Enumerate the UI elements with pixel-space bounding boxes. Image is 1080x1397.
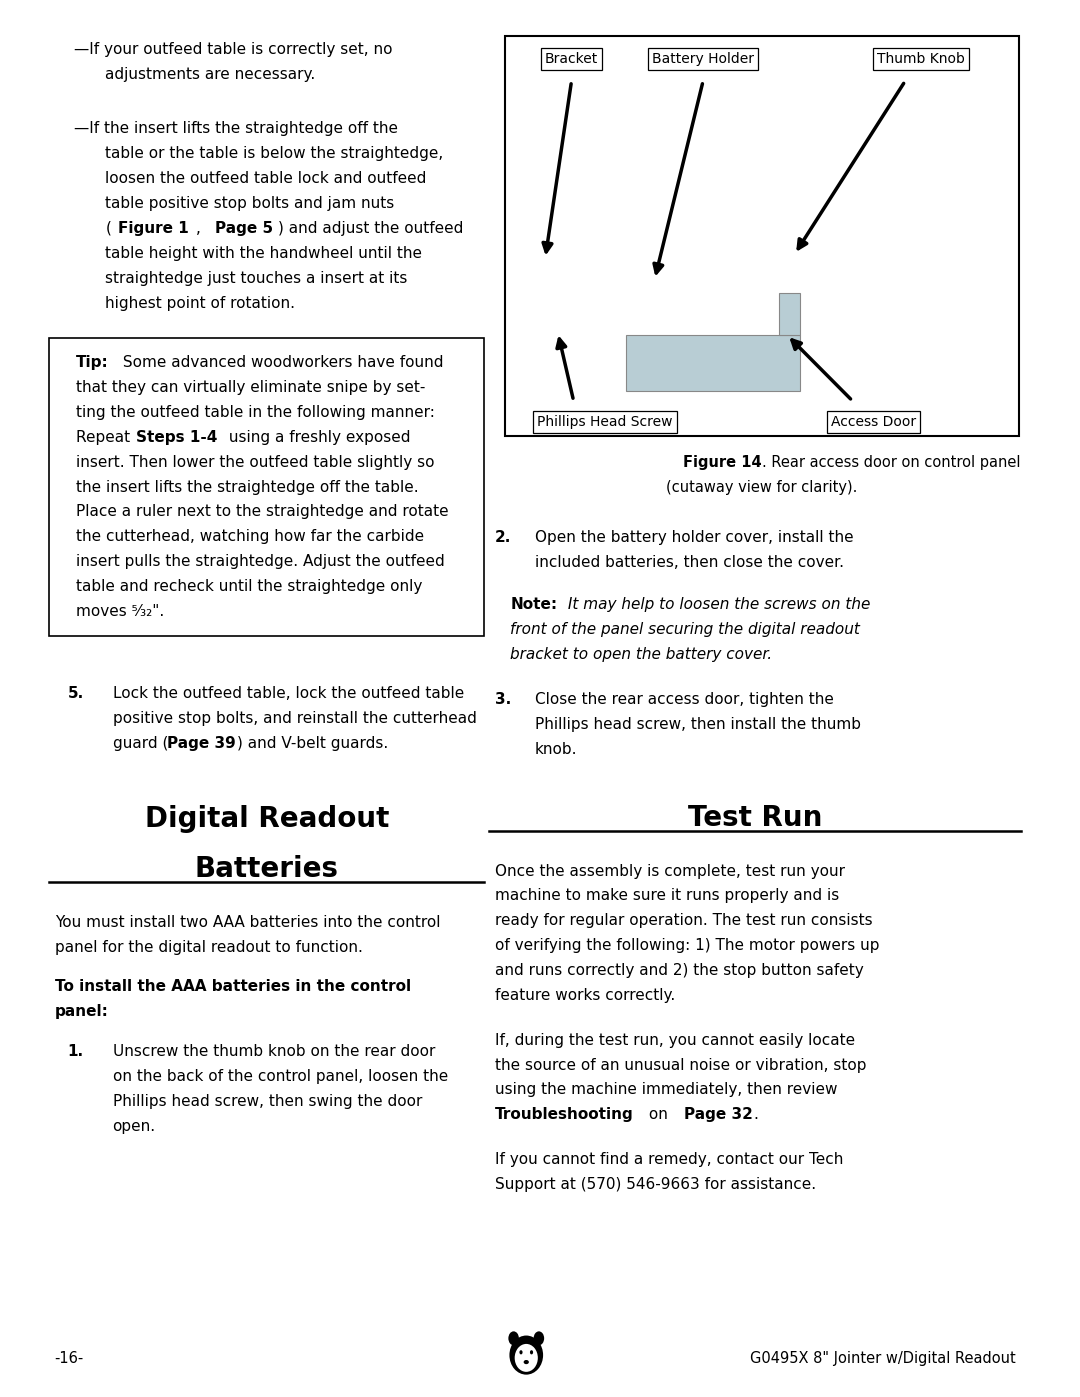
Text: 3.: 3. <box>495 692 511 707</box>
Text: Page 39: Page 39 <box>167 736 237 750</box>
Text: Place a ruler next to the straightedge and rotate: Place a ruler next to the straightedge a… <box>76 504 448 520</box>
Text: machine to make sure it runs properly and is: machine to make sure it runs properly an… <box>495 888 839 904</box>
Text: table and recheck until the straightedge only: table and recheck until the straightedge… <box>76 578 422 594</box>
Text: 5.: 5. <box>67 686 83 701</box>
Text: the source of an unusual noise or vibration, stop: the source of an unusual noise or vibrat… <box>495 1058 866 1073</box>
Text: . Rear access door on control panel: . Rear access door on control panel <box>762 455 1021 471</box>
Text: To install the AAA batteries in the control: To install the AAA batteries in the cont… <box>55 979 410 995</box>
Text: Page 5: Page 5 <box>215 221 273 236</box>
Text: 1.: 1. <box>67 1044 83 1059</box>
Text: open.: open. <box>112 1119 156 1133</box>
Bar <box>779 293 800 335</box>
Text: .: . <box>754 1108 758 1122</box>
Text: Bracket: Bracket <box>545 52 598 66</box>
Text: table positive stop bolts and jam nuts: table positive stop bolts and jam nuts <box>105 196 394 211</box>
Text: 2.: 2. <box>495 531 511 545</box>
Text: ready for regular operation. The test run consists: ready for regular operation. The test ru… <box>495 914 873 928</box>
Text: panel for the digital readout to function.: panel for the digital readout to functio… <box>55 940 363 954</box>
Text: ,: , <box>195 221 205 236</box>
Ellipse shape <box>530 1350 534 1355</box>
Text: Figure 14: Figure 14 <box>684 455 762 471</box>
Text: the cutterhead, watching how far the carbide: the cutterhead, watching how far the car… <box>76 529 424 545</box>
Text: insert pulls the straightedge. Adjust the outfeed: insert pulls the straightedge. Adjust th… <box>76 555 445 569</box>
Text: feature works correctly.: feature works correctly. <box>495 988 675 1003</box>
Text: It may help to loosen the screws on the: It may help to loosen the screws on the <box>563 598 870 612</box>
Ellipse shape <box>534 1331 544 1345</box>
Text: Thumb Knob: Thumb Knob <box>877 52 964 66</box>
Text: Phillips head screw, then swing the door: Phillips head screw, then swing the door <box>112 1094 422 1109</box>
Text: Batteries: Batteries <box>194 855 339 883</box>
Text: moves ⁵⁄₃₂".: moves ⁵⁄₃₂". <box>76 604 164 619</box>
Text: that they can virtually eliminate snipe by set-: that they can virtually eliminate snipe … <box>76 380 426 395</box>
Bar <box>626 335 800 391</box>
Text: Page 32: Page 32 <box>684 1108 753 1122</box>
Text: Lock the outfeed table, lock the outfeed table: Lock the outfeed table, lock the outfeed… <box>112 686 464 701</box>
Text: insert. Then lower the outfeed table slightly so: insert. Then lower the outfeed table sli… <box>76 454 434 469</box>
Text: If, during the test run, you cannot easily locate: If, during the test run, you cannot easi… <box>495 1032 854 1048</box>
Text: ) and V-belt guards.: ) and V-belt guards. <box>237 736 388 750</box>
Text: Phillips Head Screw: Phillips Head Screw <box>538 415 673 429</box>
Text: Access Door: Access Door <box>831 415 916 429</box>
Text: Note:: Note: <box>511 598 557 612</box>
Text: (: ( <box>105 221 111 236</box>
Text: Once the assembly is complete, test run your: Once the assembly is complete, test run … <box>495 863 845 879</box>
Text: included batteries, then close the cover.: included batteries, then close the cover… <box>535 555 843 570</box>
Text: Figure 1: Figure 1 <box>118 221 189 236</box>
Text: table height with the handwheel until the: table height with the handwheel until th… <box>105 246 422 261</box>
Text: on the back of the control panel, loosen the: on the back of the control panel, loosen… <box>112 1069 448 1084</box>
Text: Battery Holder: Battery Holder <box>652 52 754 66</box>
Ellipse shape <box>519 1350 523 1355</box>
Bar <box>505 36 1018 436</box>
Text: bracket to open the battery cover.: bracket to open the battery cover. <box>511 647 772 662</box>
Text: adjustments are necessary.: adjustments are necessary. <box>105 67 315 82</box>
Text: Open the battery holder cover, install the: Open the battery holder cover, install t… <box>535 531 853 545</box>
Text: (cutaway view for clarity).: (cutaway view for clarity). <box>666 481 858 496</box>
Text: straightedge just touches a insert at its: straightedge just touches a insert at it… <box>105 271 407 285</box>
Text: ) and adjust the outfeed: ) and adjust the outfeed <box>278 221 463 236</box>
Text: panel:: panel: <box>55 1004 109 1020</box>
Text: front of the panel securing the digital readout: front of the panel securing the digital … <box>511 623 861 637</box>
Bar <box>50 338 484 636</box>
Text: If you cannot find a remedy, contact our Tech: If you cannot find a remedy, contact our… <box>495 1153 843 1166</box>
Text: Some advanced woodworkers have found: Some advanced woodworkers have found <box>118 355 444 370</box>
Text: the insert lifts the straightedge off the table.: the insert lifts the straightedge off th… <box>76 479 418 495</box>
Text: Phillips head screw, then install the thumb: Phillips head screw, then install the th… <box>535 717 861 732</box>
Text: positive stop bolts, and reinstall the cutterhead: positive stop bolts, and reinstall the c… <box>112 711 476 726</box>
Text: ting the outfeed table in the following manner:: ting the outfeed table in the following … <box>76 405 434 420</box>
Text: Repeat: Repeat <box>76 430 135 444</box>
Ellipse shape <box>515 1344 538 1372</box>
Text: You must install two AAA batteries into the control: You must install two AAA batteries into … <box>55 915 441 930</box>
Text: loosen the outfeed table lock and outfeed: loosen the outfeed table lock and outfee… <box>105 172 427 186</box>
Text: —If your outfeed table is correctly set, no: —If your outfeed table is correctly set,… <box>73 42 392 57</box>
Text: -16-: -16- <box>55 1351 84 1366</box>
Text: table or the table is below the straightedge,: table or the table is below the straight… <box>105 147 444 161</box>
Text: G0495X 8" Jointer w/Digital Readout: G0495X 8" Jointer w/Digital Readout <box>750 1351 1015 1366</box>
Ellipse shape <box>509 1331 518 1345</box>
Text: Troubleshooting: Troubleshooting <box>495 1108 634 1122</box>
Text: and runs correctly and 2) the stop button safety: and runs correctly and 2) the stop butto… <box>495 963 863 978</box>
Ellipse shape <box>524 1361 529 1363</box>
Text: knob.: knob. <box>535 742 577 757</box>
Text: on: on <box>644 1108 673 1122</box>
Text: Digital Readout: Digital Readout <box>145 805 389 834</box>
Text: Steps 1-4: Steps 1-4 <box>136 430 217 444</box>
Text: using the machine immediately, then review: using the machine immediately, then revi… <box>495 1083 837 1098</box>
Text: —If the insert lifts the straightedge off the: —If the insert lifts the straightedge of… <box>73 122 397 137</box>
Text: Test Run: Test Run <box>688 803 822 831</box>
Text: Tip:: Tip: <box>76 355 108 370</box>
Text: using a freshly exposed: using a freshly exposed <box>225 430 410 444</box>
Text: highest point of rotation.: highest point of rotation. <box>105 296 295 310</box>
Ellipse shape <box>510 1336 543 1375</box>
Text: Close the rear access door, tighten the: Close the rear access door, tighten the <box>535 692 834 707</box>
Text: Unscrew the thumb knob on the rear door: Unscrew the thumb knob on the rear door <box>112 1044 435 1059</box>
Text: Support at (570) 546-9663 for assistance.: Support at (570) 546-9663 for assistance… <box>495 1176 815 1192</box>
Text: of verifying the following: 1) The motor powers up: of verifying the following: 1) The motor… <box>495 939 879 953</box>
Text: guard (: guard ( <box>112 736 168 750</box>
